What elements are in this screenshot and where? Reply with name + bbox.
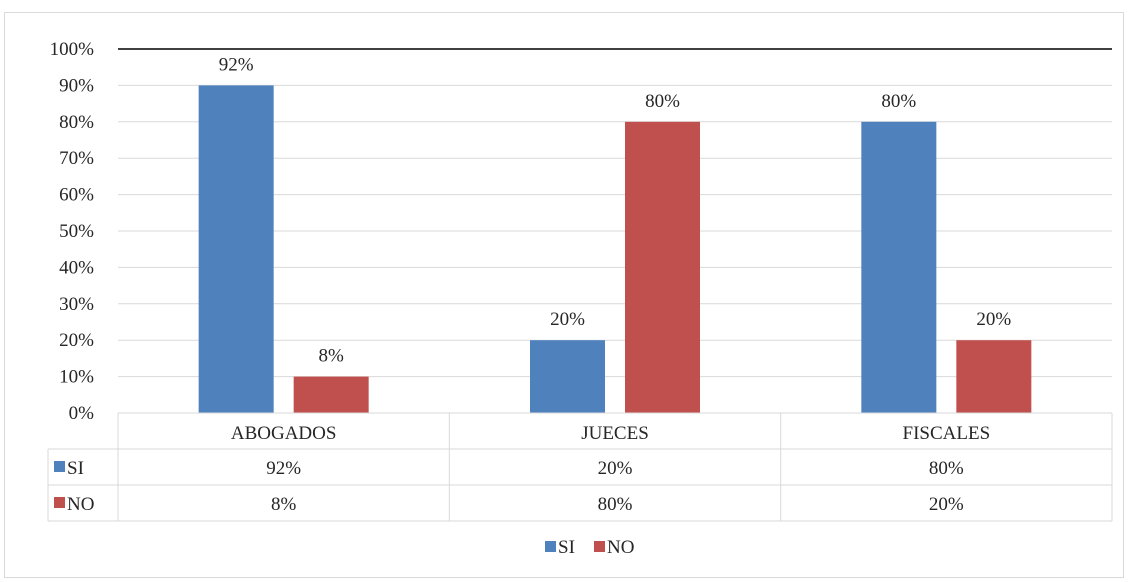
legend-label: NO — [607, 537, 634, 558]
y-tick-label: 20% — [59, 330, 94, 351]
bar-si — [199, 85, 274, 413]
table-cell: 80% — [598, 494, 633, 515]
category-label: JUECES — [581, 423, 649, 444]
y-tick-label: 10% — [59, 367, 94, 388]
data-label: 80% — [645, 91, 680, 112]
table-series-name: SI — [67, 458, 84, 479]
table-cell: 92% — [266, 458, 301, 479]
y-tick-label: 80% — [59, 112, 94, 133]
legend-key-no — [54, 497, 65, 508]
y-tick-label: 90% — [59, 75, 94, 96]
legend-swatch-no — [594, 541, 605, 552]
bar-no — [625, 122, 700, 413]
bar-si — [530, 340, 605, 413]
legend-label: SI — [558, 537, 575, 558]
legend-key-si — [54, 461, 65, 472]
data-label: 80% — [881, 91, 916, 112]
y-tick-label: 0% — [69, 403, 95, 424]
category-label: ABOGADOS — [231, 423, 337, 444]
y-tick-label: 50% — [59, 221, 94, 242]
bar-no — [294, 377, 369, 413]
y-tick-label: 60% — [59, 185, 94, 206]
table-series-name: NO — [67, 494, 94, 515]
y-tick-label: 40% — [59, 257, 94, 278]
table-cell: 20% — [929, 494, 964, 515]
data-label: 92% — [219, 54, 254, 75]
y-tick-label: 100% — [50, 39, 95, 60]
category-label: FISCALES — [903, 423, 991, 444]
y-tick-label: 30% — [59, 294, 94, 315]
data-label: 20% — [976, 309, 1011, 330]
table-cell: 80% — [929, 458, 964, 479]
table-cell: 8% — [271, 494, 297, 515]
bar-si — [861, 122, 936, 413]
data-label: 8% — [319, 346, 345, 367]
data-label: 20% — [550, 309, 585, 330]
bar-no — [956, 340, 1031, 413]
legend-swatch-si — [545, 541, 556, 552]
y-tick-label: 70% — [59, 148, 94, 169]
table-cell: 20% — [598, 458, 633, 479]
